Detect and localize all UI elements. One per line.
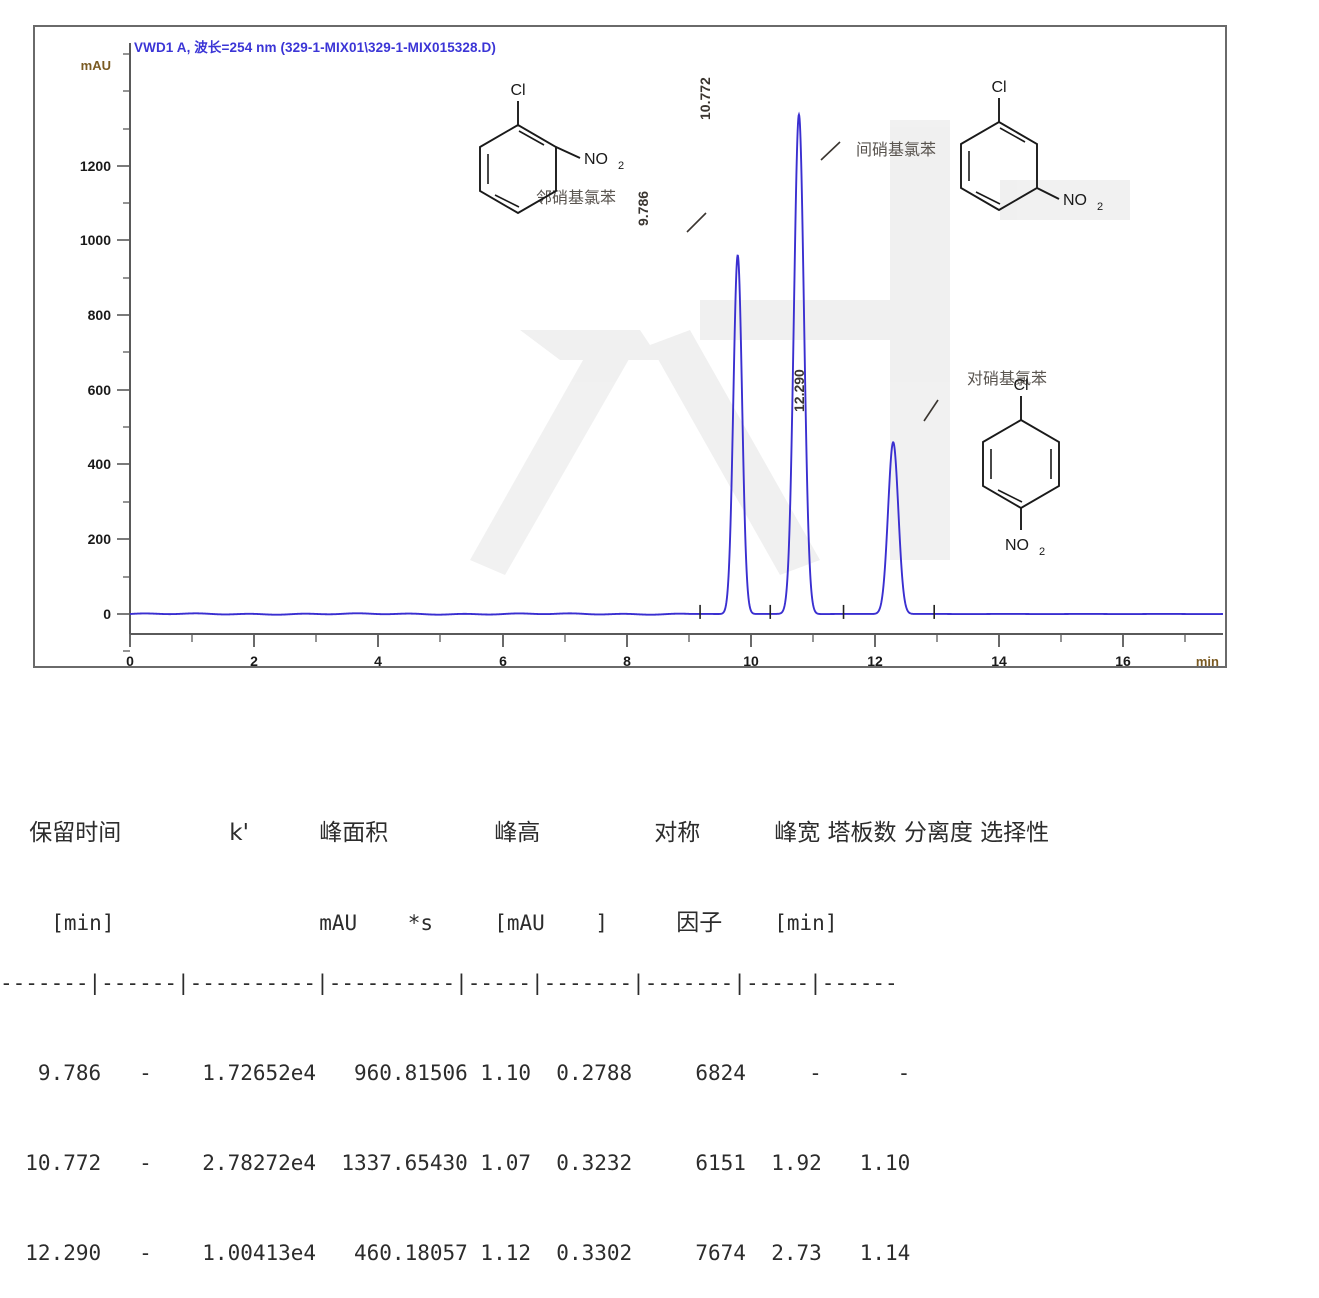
table-row: 10.772 - 2.78272e4 1337.65430 1.07 0.323…	[0, 1151, 911, 1175]
chromatogram-panel: VWD1 A, 波长=254 nm (329-1-MIX01\329-1-MIX…	[33, 25, 1227, 668]
y-axis-unit-label: mAU	[81, 58, 111, 73]
chromatogram-trace	[129, 111, 1223, 616]
col-header-area: 峰面积	[319, 820, 389, 846]
x-axis-unit-label: min	[1196, 654, 1219, 666]
report-header-row-1: 保留时间 k' 峰面积 峰高 对称 峰宽 塔板数 分离度 选择性	[0, 788, 1319, 846]
structure-para-no2-label: NO	[1005, 537, 1029, 554]
structure-ortho-nitrochlorobenzene: Cl NO 2	[479, 82, 624, 215]
table-row: 9.786 - 1.72652e4 960.81506 1.10 0.2788 …	[0, 1061, 911, 1085]
x-tick-8: 8	[623, 653, 631, 666]
col-header-rest: 峰宽 塔板数 分离度 选择性	[774, 820, 1050, 846]
peak-label-1: 9.786	[635, 191, 651, 226]
integration-report-table: 保留时间 k' 峰面积 峰高 对称 峰宽 塔板数 分离度 选择性 [min] mAU *s[…	[0, 728, 1319, 1298]
structure-meta-nitrochlorobenzene: Cl NO 2	[960, 79, 1103, 213]
structure-meta-no2-label: NO	[1063, 192, 1087, 209]
table-row: 12.290 - 1.00413e4 460.18057 1.12 0.3302…	[0, 1241, 911, 1265]
structure-meta-cl-label: Cl	[991, 79, 1006, 96]
col-header-symmetry: 对称	[654, 820, 701, 846]
structure-para-nitrochlorobenzene: Cl NO 2	[982, 377, 1060, 558]
col-unit-rt: [min]	[51, 911, 115, 935]
col-unit-symmetry: 因子	[676, 910, 723, 936]
col-unit-height: [mAU ]	[494, 911, 609, 935]
x-tick-10: 10	[743, 653, 759, 666]
callout-ortho: 邻硝基氯苯	[536, 188, 707, 233]
peak-labels: 9.786 10.772 12.290	[635, 77, 807, 412]
x-tick-2: 2	[250, 653, 258, 666]
x-axis-minor-ticks	[191, 634, 1186, 642]
integration-marks	[699, 604, 935, 619]
y-axis-ticks	[117, 165, 130, 615]
col-header-height: 峰高	[494, 820, 541, 846]
callout-meta: 间硝基氯苯	[820, 140, 936, 161]
x-axis-tick-labels: 0 2 4 6 8 10 12 14 16	[126, 653, 1131, 666]
y-axis-minor-ticks	[123, 53, 130, 652]
report-header-row-2: [min] mAU *s [mAU ] 因子 [min]	[0, 878, 1319, 936]
peak-label-2: 10.772	[697, 77, 713, 120]
x-axis-major-ticks	[129, 634, 1124, 647]
y-tick-200: 200	[88, 531, 112, 547]
callout-para: 对硝基氯苯	[923, 369, 1047, 422]
y-tick-800: 800	[88, 307, 112, 323]
y-axis-tick-labels: 0 200 400 600 800 1000 1200	[80, 158, 111, 622]
callout-label-ortho: 邻硝基氯苯	[536, 188, 616, 207]
col-header-rt: 保留时间	[29, 820, 122, 846]
chromatogram-plot: 0 200 400 600 800 1000 1200 mAU	[80, 43, 1223, 666]
y-tick-600: 600	[88, 382, 112, 398]
chromatogram-title: VWD1 A, 波长=254 nm (329-1-MIX01\329-1-MIX…	[134, 40, 496, 55]
structure-meta-no2-subscript: 2	[1097, 201, 1103, 213]
y-tick-1000: 1000	[80, 232, 111, 248]
x-tick-16: 16	[1115, 653, 1131, 666]
x-tick-4: 4	[374, 653, 382, 666]
structure-ortho-cl-label: Cl	[510, 82, 525, 99]
y-tick-1200: 1200	[80, 158, 111, 174]
y-tick-400: 400	[88, 456, 112, 472]
report-separator: -------|------|----------|----------|---…	[0, 971, 898, 995]
structure-ortho-no2-subscript: 2	[618, 160, 624, 172]
x-tick-12: 12	[867, 653, 883, 666]
callout-label-meta: 间硝基氯苯	[856, 140, 936, 159]
callout-label-para: 对硝基氯苯	[967, 369, 1047, 388]
x-tick-6: 6	[499, 653, 507, 666]
structure-ortho-no2-label: NO	[584, 151, 608, 168]
col-header-k: k'	[229, 820, 249, 846]
structure-para-cl-label: Cl	[1013, 377, 1028, 394]
col-unit-area: mAU *s	[319, 911, 434, 935]
x-tick-14: 14	[991, 653, 1007, 666]
y-tick-0: 0	[103, 606, 111, 622]
col-unit-width: [min]	[774, 911, 838, 935]
peak-label-3: 12.290	[791, 369, 807, 412]
structure-para-no2-subscript: 2	[1039, 546, 1045, 558]
x-tick-0: 0	[126, 653, 134, 666]
